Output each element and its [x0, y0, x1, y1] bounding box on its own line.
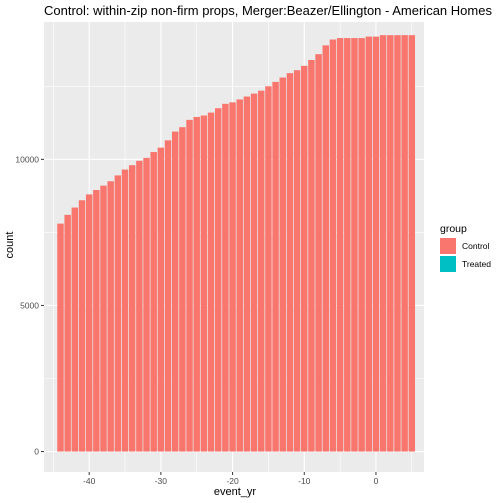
bar [107, 181, 114, 452]
bar [387, 35, 394, 452]
bar [243, 96, 251, 452]
bar [143, 157, 150, 452]
x-tick-label: -30 [155, 476, 168, 486]
bar [293, 70, 301, 452]
bar [150, 152, 157, 452]
bar [272, 81, 279, 452]
legend-label-control: Control [462, 241, 490, 251]
bar [286, 73, 294, 452]
bar [250, 93, 258, 452]
x-tick-label: 0 [374, 476, 379, 486]
bar [157, 147, 165, 452]
bar [236, 99, 243, 452]
bar [344, 38, 351, 452]
bar [128, 165, 136, 452]
x-tick-label: -10 [298, 476, 311, 486]
bar [93, 190, 100, 452]
bar [408, 35, 416, 452]
y-tick-label: 10000 [15, 154, 39, 164]
legend-key-treated [440, 256, 456, 272]
bar [78, 200, 86, 452]
bar [379, 35, 387, 452]
bar [358, 38, 365, 452]
bar [279, 77, 286, 452]
y-tick-label: 0 [34, 447, 39, 457]
bar [64, 214, 71, 452]
bar [229, 102, 236, 452]
legend: group Control Treated [440, 223, 491, 272]
legend-title: group [440, 223, 467, 235]
bar [85, 194, 93, 452]
bars [57, 35, 416, 452]
bar [394, 35, 401, 452]
bar [71, 207, 79, 452]
bar [329, 39, 337, 452]
bar [222, 103, 229, 452]
bar [215, 108, 222, 452]
legend-label-treated: Treated [462, 259, 491, 269]
bar [136, 160, 143, 452]
bar [365, 36, 373, 452]
bar [186, 119, 193, 452]
bar [258, 90, 265, 452]
legend-key-control [440, 238, 456, 254]
bar [164, 140, 172, 452]
bar [351, 38, 358, 452]
bar [171, 131, 179, 452]
bar [121, 169, 129, 452]
bar [401, 35, 408, 452]
bar [114, 175, 122, 452]
bar [315, 54, 322, 452]
bar [322, 45, 329, 452]
x-axis-title: event_yr [214, 486, 257, 498]
chart-title: Control: within-zip non-firm props, Merg… [44, 3, 492, 18]
bar [265, 86, 272, 452]
bar [200, 115, 208, 452]
bar [301, 65, 308, 452]
bar [372, 36, 380, 452]
y-axis: 0 5000 10000 [15, 154, 44, 457]
bar [207, 112, 215, 452]
x-tick-label: -40 [83, 476, 96, 486]
y-tick-label: 5000 [20, 300, 39, 310]
y-axis-title: count [4, 232, 16, 259]
bar [100, 185, 107, 452]
x-axis: -40 -30 -20 -10 0 [83, 472, 379, 486]
bar [193, 116, 200, 452]
bar [57, 223, 64, 452]
x-tick-label: -20 [226, 476, 239, 486]
bar [308, 59, 315, 452]
bar [336, 38, 344, 452]
bar [179, 127, 186, 452]
